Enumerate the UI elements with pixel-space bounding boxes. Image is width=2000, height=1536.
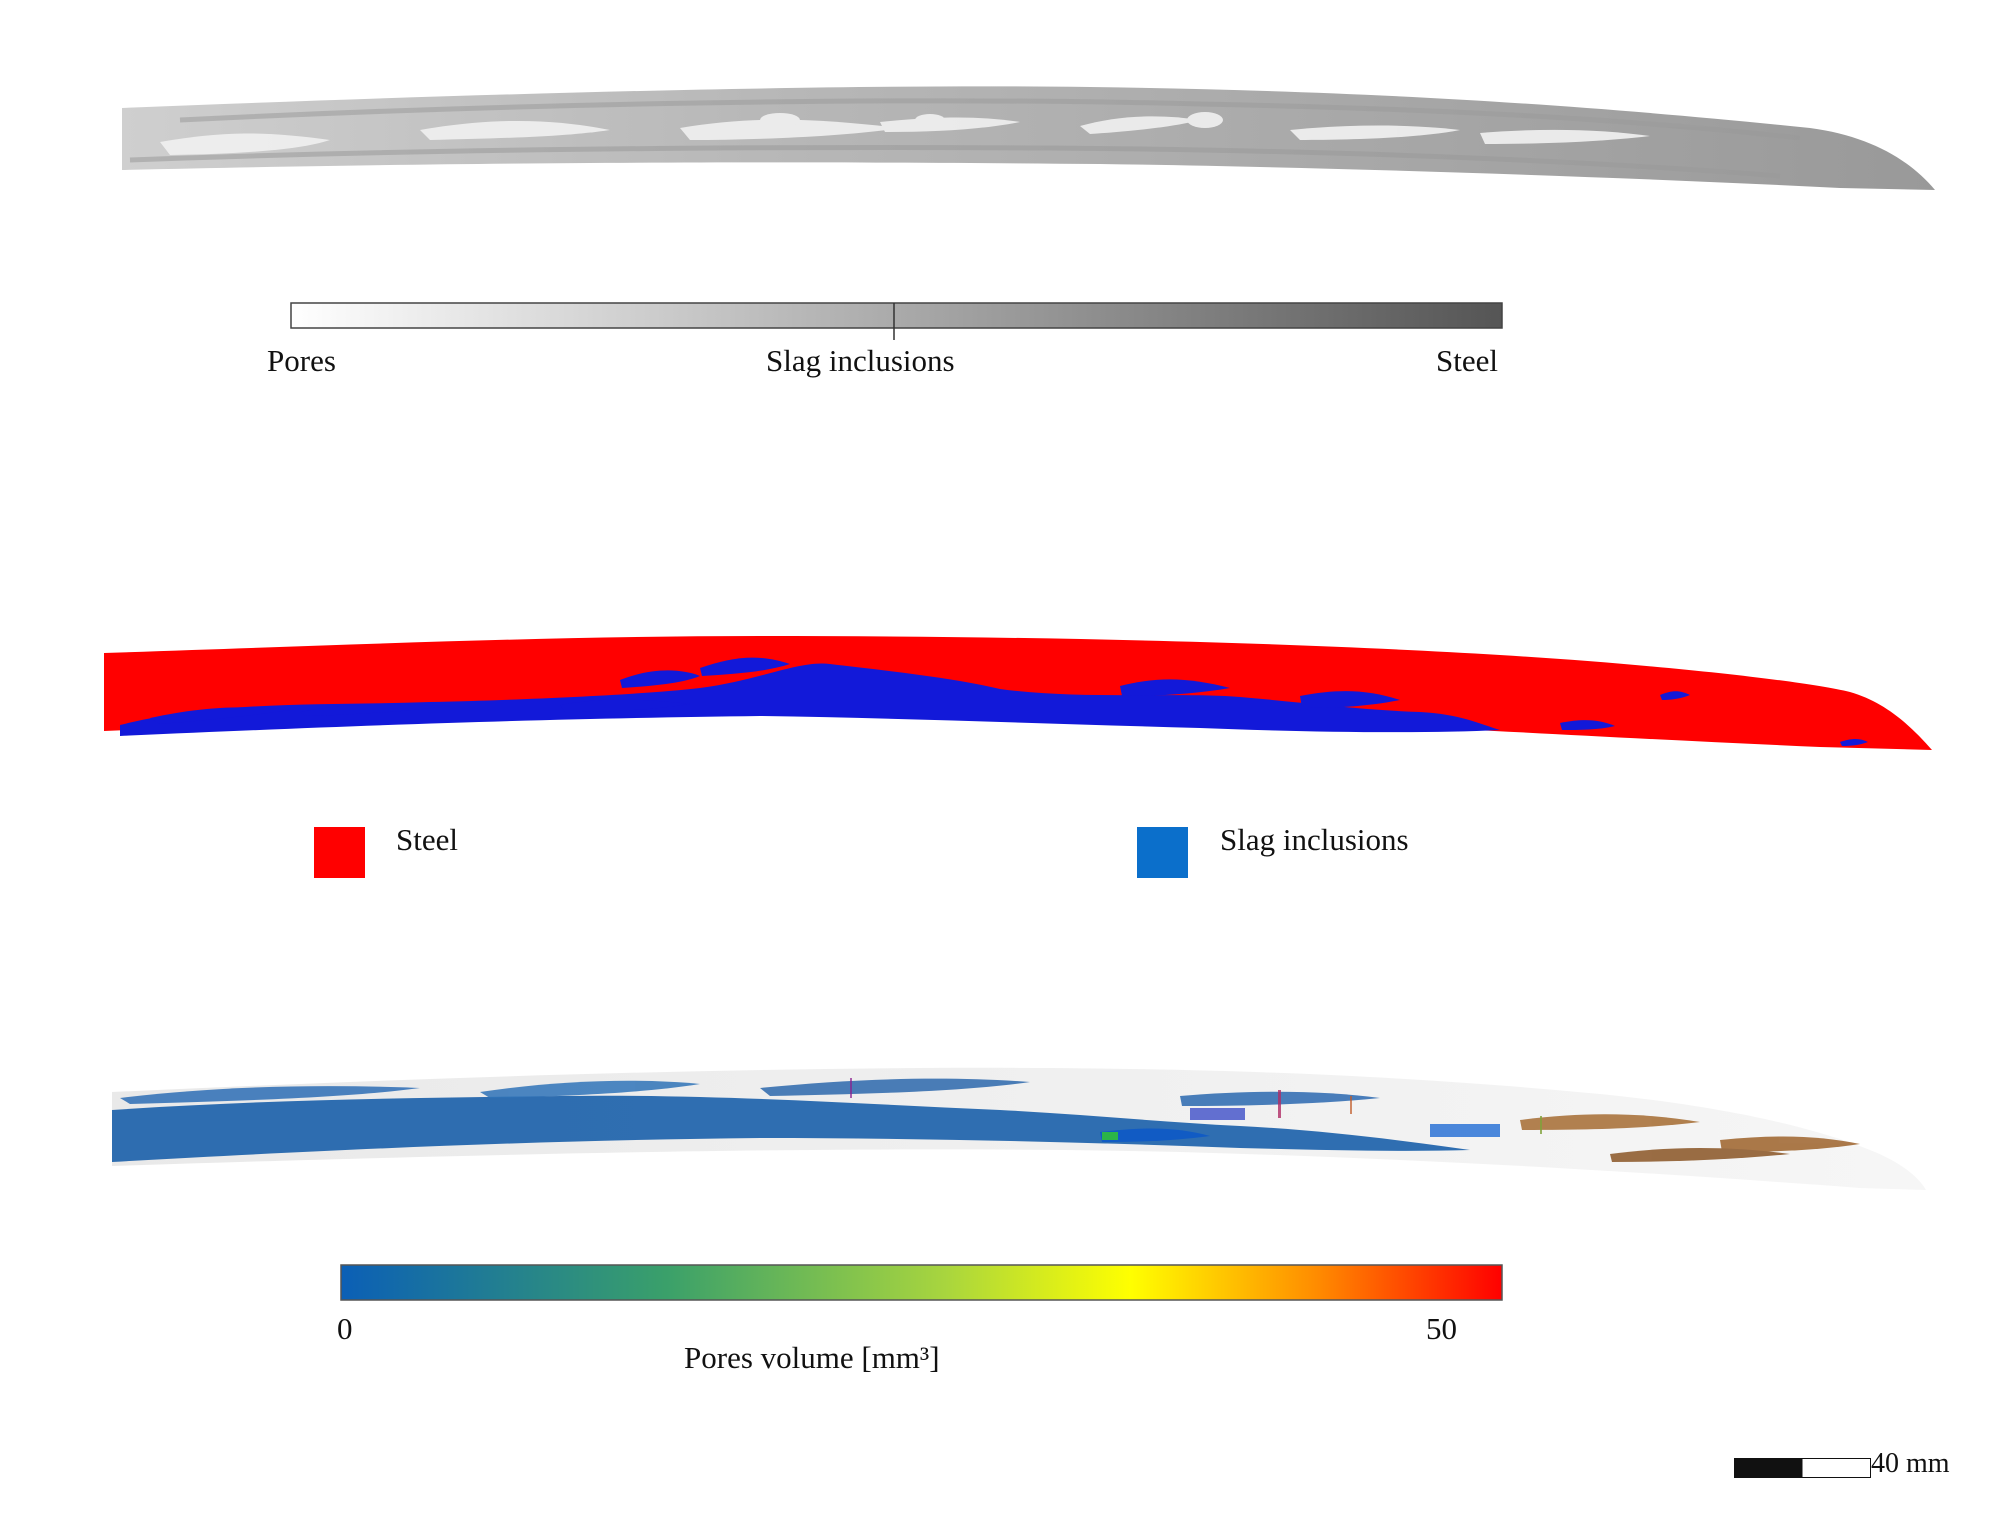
pore-volume-scale-bar [340, 1264, 1503, 1301]
ct-scale-middle-label: Slag inclusions [766, 343, 955, 378]
steel-legend-swatch [314, 827, 365, 878]
pore-scale-max-label: 50 [1426, 1311, 1457, 1346]
length-scale-bar [1734, 1458, 1871, 1478]
steel-legend-label: Steel [396, 822, 458, 857]
ct-light-inclusions [160, 112, 1650, 155]
pore-scale-title: Pores volume [mm³] [684, 1340, 940, 1375]
length-scale-label: 40 mm [1871, 1448, 1950, 1479]
ct-scale-bar [290, 302, 1503, 329]
segmentation-slag-regions [120, 657, 1868, 746]
ct-scale-right-label: Steel [1436, 343, 1498, 378]
ct-scale-left-label: Pores [267, 343, 336, 378]
pore-accent-marks [850, 1078, 1542, 1140]
pore-blue-cluster [112, 1095, 1470, 1162]
pore-scale-min-label: 0 [337, 1311, 353, 1346]
slag-inclusions-legend-label: Slag inclusions [1220, 822, 1409, 857]
slag-inclusions-legend-swatch [1137, 827, 1188, 878]
ct-dark-bands [129, 98, 1801, 179]
